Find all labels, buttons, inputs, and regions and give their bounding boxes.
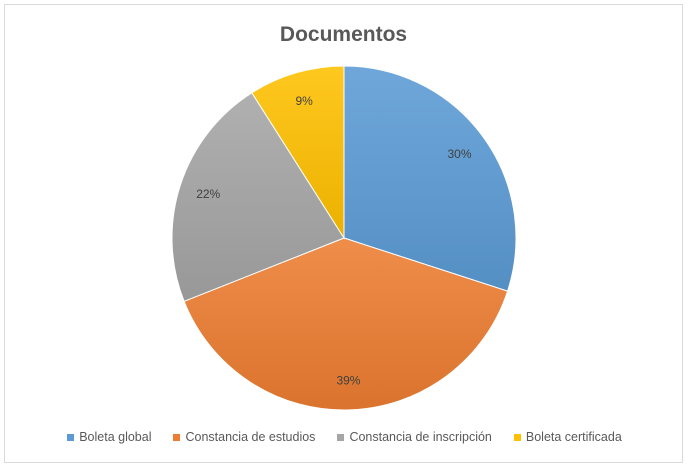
legend-label: Constancia de inscripción bbox=[349, 430, 492, 444]
chart-legend: Boleta global Constancia de estudios Const… bbox=[0, 430, 689, 444]
legend-item-2: Constancia de estudios bbox=[173, 430, 315, 444]
legend-item-4: Boleta certificada bbox=[513, 430, 622, 444]
data-label-3: 22% bbox=[196, 187, 220, 201]
data-label-1: 30% bbox=[447, 147, 471, 161]
legend-label: Constancia de estudios bbox=[185, 430, 316, 444]
legend-swatch bbox=[513, 433, 521, 441]
legend-swatch bbox=[67, 433, 75, 441]
legend-item-1: Boleta global bbox=[67, 430, 151, 444]
pie-slice-1 bbox=[343, 65, 517, 292]
legend-swatch bbox=[173, 433, 181, 441]
legend-item-3: Constancia de inscripción bbox=[337, 430, 492, 444]
legend-label: Boleta global bbox=[79, 430, 152, 444]
pie-slice-4 bbox=[251, 65, 345, 240]
legend-label: Boleta certificada bbox=[525, 430, 622, 444]
legend-swatch bbox=[337, 433, 345, 441]
pie-slice-2 bbox=[183, 237, 509, 411]
pie-slice-3 bbox=[171, 92, 345, 302]
data-label-4: 9% bbox=[295, 94, 313, 108]
data-label-2: 39% bbox=[336, 374, 360, 388]
chart-title: Documentos bbox=[279, 23, 408, 46]
